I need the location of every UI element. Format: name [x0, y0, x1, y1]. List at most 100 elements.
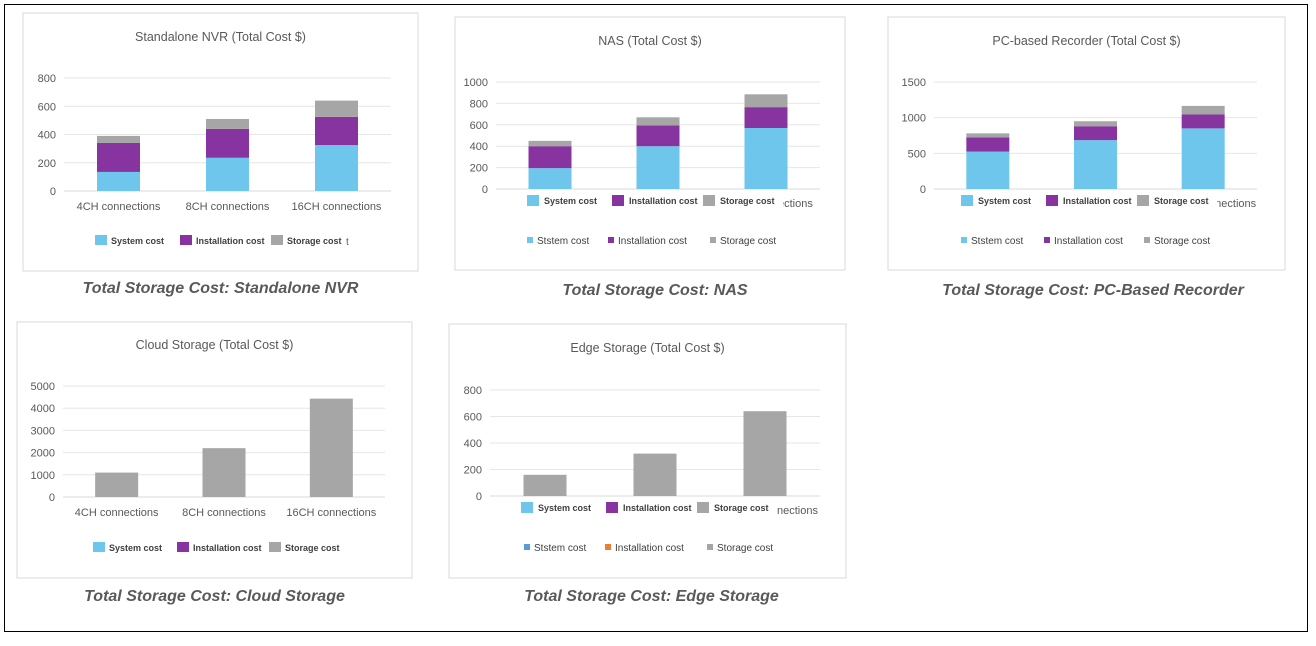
cloud-storage-title: Cloud Storage (Total Cost $): [136, 338, 294, 352]
nas-legend-label: Storage cost: [720, 236, 776, 247]
standalone-nvr-bar-installation-cost: [97, 142, 140, 172]
standalone-nvr-bar-storage-cost: [97, 135, 140, 143]
standalone-nvr-legend-swatch: [95, 235, 107, 245]
cloud-storage-ytick-label: 1000: [31, 470, 55, 482]
standalone-nvr-ytick-label: 800: [38, 73, 56, 85]
nas-ytick-label: 1000: [464, 77, 488, 89]
edge-storage-legend-label: Installation cost: [615, 543, 684, 554]
standalone-nvr-bar-system-cost: [97, 171, 140, 191]
pc-based-recorder-overlay-legend-bg: [1044, 193, 1126, 209]
nas-overlay-legend-label: Storage cost: [720, 196, 775, 206]
caption-nas: Total Storage Cost: NAS: [562, 282, 748, 299]
cloud-storage-ytick-label: 5000: [31, 381, 55, 393]
nas-overlay-legend-swatch: [703, 195, 715, 206]
nas-category-label: ections: [778, 198, 813, 210]
pc-based-recorder-overlay-legend-swatch: [1046, 195, 1058, 206]
nas-legend-swatch: [608, 237, 614, 243]
standalone-nvr-category-label: 8CH connections: [186, 201, 270, 213]
standalone-nvr-bar-storage-cost: [315, 100, 358, 117]
standalone-nvr-legend-stray-text: t: [346, 237, 349, 248]
cloud-storage-legend-label: Storage cost: [285, 543, 340, 553]
standalone-nvr-ytick-label: 200: [38, 158, 56, 170]
nas-ytick-label: 800: [470, 98, 488, 110]
nas-bar-storage-cost: [744, 94, 788, 108]
nas-bar-storage-cost: [636, 117, 680, 126]
pc-based-recorder-ytick-label: 1000: [902, 113, 926, 125]
edge-storage-overlay-legend-label: System cost: [538, 503, 591, 513]
standalone-nvr-legend-swatch: [271, 235, 283, 245]
pc-based-recorder-overlay-legend-bg: [959, 193, 1041, 209]
standalone-nvr-ytick-label: 600: [38, 101, 56, 113]
edge-storage-ytick-label: 400: [464, 438, 482, 450]
edge-storage-bar-storage-cost: [743, 411, 787, 496]
cloud-storage-bar-storage-cost: [309, 398, 353, 497]
pc-based-recorder-legend-label: Ststem cost: [971, 236, 1023, 247]
edge-storage-bar-storage-cost: [523, 474, 567, 496]
pc-based-recorder-category-label: nections: [1215, 198, 1256, 210]
nas-overlay-legend-bg: [610, 193, 692, 209]
edge-storage-overlay-legend-bg: [695, 500, 777, 516]
nas-title: NAS (Total Cost $): [598, 34, 702, 48]
nas-overlay-legend-label: Installation cost: [629, 196, 698, 206]
pc-based-recorder-legend-swatch: [961, 237, 967, 243]
edge-storage-ytick-label: 200: [464, 465, 482, 477]
edge-storage-legend-swatch: [605, 544, 611, 550]
nas-overlay-legend-bg: [701, 193, 783, 209]
standalone-nvr-ytick-label: 400: [38, 130, 56, 142]
cloud-storage-legend-swatch: [93, 542, 105, 552]
cloud-storage-bar-storage-cost: [202, 448, 246, 497]
standalone-nvr-bar-storage-cost: [206, 118, 249, 129]
nas-overlay-legend-bg: [525, 193, 607, 209]
nas-legend-label: Installation cost: [618, 236, 687, 247]
pc-based-recorder-legend-swatch: [1044, 237, 1050, 243]
nas-bar-installation-cost: [744, 107, 788, 129]
edge-storage-ytick-label: 0: [476, 491, 482, 503]
cloud-storage-category-label: 4CH connections: [75, 507, 159, 519]
nas-overlay-legend-swatch: [527, 195, 539, 206]
nas-legend-swatch: [710, 237, 716, 243]
nas-bar-system-cost: [744, 128, 788, 189]
pc-based-recorder-bar-storage-cost: [1074, 121, 1117, 127]
pc-based-recorder-bar-system-cost: [966, 151, 1010, 189]
cloud-storage-ytick-label: 3000: [31, 425, 55, 437]
pc-based-recorder-legend-swatch: [1144, 237, 1150, 243]
edge-storage-legend-swatch: [707, 544, 713, 550]
nas-ytick-label: 200: [470, 163, 488, 175]
standalone-nvr-legend-label: Installation cost: [196, 236, 265, 246]
edge-storage-overlay-legend-bg: [519, 500, 601, 516]
pc-based-recorder-bar-installation-cost: [966, 137, 1010, 152]
figure-frame: [4, 4, 1308, 632]
pc-based-recorder-ytick-label: 500: [908, 148, 926, 160]
cloud-storage-category-label: 16CH connections: [286, 507, 376, 519]
edge-storage-overlay-legend-label: Installation cost: [623, 503, 692, 513]
pc-based-recorder-overlay-legend-bg: [1135, 193, 1217, 209]
caption-edge-storage: Total Storage Cost: Edge Storage: [524, 588, 779, 605]
pc-based-recorder-overlay-legend-label: Storage cost: [1154, 196, 1209, 206]
pc-based-recorder-bar-storage-cost: [966, 133, 1010, 138]
standalone-nvr-bar-installation-cost: [315, 116, 358, 146]
cloud-storage-legend-label: System cost: [109, 543, 162, 553]
nas-ytick-label: 400: [470, 141, 488, 153]
pc-based-recorder-bar-installation-cost: [1181, 114, 1225, 129]
edge-storage-ytick-label: 800: [464, 385, 482, 397]
edge-storage-ytick-label: 600: [464, 412, 482, 424]
cloud-storage-legend-swatch: [177, 542, 189, 552]
cloud-storage-legend-swatch: [269, 542, 281, 552]
edge-storage-overlay-legend-bg: [604, 500, 686, 516]
standalone-nvr-bar-system-cost: [315, 145, 358, 191]
pc-based-recorder-overlay-legend-swatch: [1137, 195, 1149, 206]
edge-storage-overlay-legend-swatch: [521, 502, 533, 513]
pc-based-recorder-overlay-legend-label: Installation cost: [1063, 196, 1132, 206]
edge-storage-overlay-legend-swatch: [606, 502, 618, 513]
pc-based-recorder-overlay-legend-label: System cost: [978, 196, 1031, 206]
nas-ytick-label: 0: [482, 184, 488, 196]
caption-pc-based-recorder: Total Storage Cost: PC-Based Recorder: [942, 282, 1244, 299]
pc-based-recorder-title: PC-based Recorder (Total Cost $): [992, 34, 1180, 48]
standalone-nvr-legend-swatch: [180, 235, 192, 245]
